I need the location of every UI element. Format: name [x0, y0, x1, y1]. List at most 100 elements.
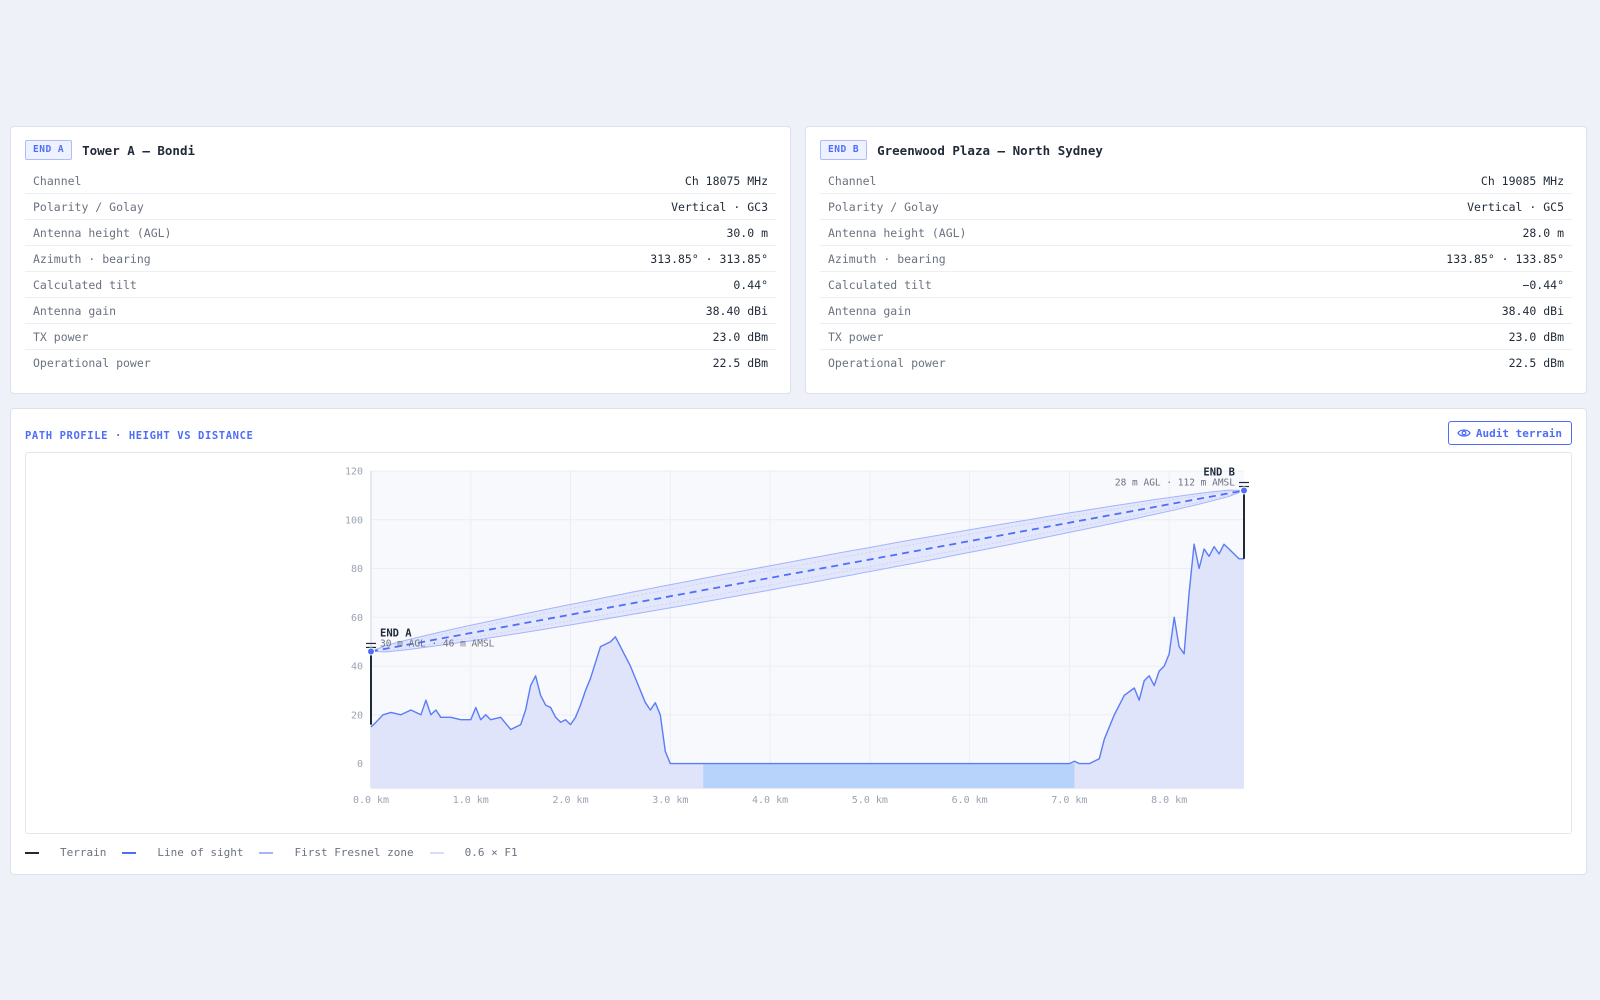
legend-label: Line of sight: [157, 846, 244, 859]
spec-row-tx-power: TX power 23.0 dBm: [820, 324, 1572, 350]
spec-label: Operational power: [33, 356, 151, 370]
end-a-card: END A Tower A — Bondi Channel Ch 18075 MH…: [10, 126, 791, 394]
spec-label: Antenna gain: [33, 303, 117, 318]
y-tick-label: 0: [357, 759, 363, 770]
end-a-point: [367, 647, 375, 656]
spec-label: Azimuth · bearing: [33, 251, 151, 266]
end-b-spec-table: Channel Ch 19085 MHz Polarity / Golay Vert…: [820, 168, 1572, 376]
x-tick-label: 3.0 km: [652, 795, 688, 806]
end-b-badge: END B: [820, 140, 868, 160]
spec-value: 133.85° · 133.85°: [1446, 251, 1564, 266]
path-profile-chart: 0 20 40 60 80 100 120 0.0 km 1.0 km 2.0 km 3.0 km 4…: [345, 467, 1249, 806]
x-tick-label: 1.0 km: [453, 795, 489, 806]
legend-line-of-sight: Line of sight: [122, 846, 243, 859]
spec-value: 38.40 dBi: [705, 303, 768, 318]
chart-legend: Terrain Line of sight First Fresnel zone…: [25, 846, 534, 859]
x-tick-label: 4.0 km: [752, 795, 788, 806]
end-b-card: END B Greenwood Plaza — North Sydney Cha…: [805, 126, 1587, 394]
end-a-sublabel: 30 m AGL · 46 m AMSL: [380, 638, 495, 649]
spec-row-antenna-height: Antenna height (AGL) 28.0 m: [820, 220, 1572, 246]
y-tick-label: 20: [351, 710, 363, 721]
end-b-sublabel: 28 m AGL · 112 m AMSL: [1115, 478, 1235, 489]
y-tick-label: 80: [351, 564, 363, 575]
spec-value: 30.0 m: [726, 225, 768, 240]
spec-label: Calculated tilt: [33, 277, 137, 292]
spec-value: 22.5 dBm: [1508, 356, 1564, 370]
end-a-spec-table: Channel Ch 18075 MHz Polarity / Golay Vert…: [25, 168, 776, 376]
legend-swatch: [122, 851, 137, 854]
water-body: [703, 763, 1075, 788]
end-a-header: END A Tower A — Bondi: [25, 140, 195, 160]
spec-row-operational-power: Operational power 22.5 dBm: [25, 350, 776, 376]
spec-row-tilt: Calculated tilt 0.44°: [25, 272, 776, 298]
spec-value: 22.5 dBm: [712, 356, 768, 370]
spec-row-polarity: Polarity / Golay Vertical · GC3: [25, 194, 776, 220]
spec-label: TX power: [828, 329, 884, 344]
legend-swatch: [25, 851, 39, 854]
spec-value: 38.40 dBi: [1501, 303, 1564, 318]
end-a-label: END A: [380, 627, 412, 639]
path-profile-card: PATH PROFILE · HEIGHT VS DISTANCE Audit …: [10, 408, 1587, 875]
legend-first-fresnel: First Fresnel zone: [259, 846, 414, 859]
x-tick-label: 2.0 km: [552, 795, 588, 806]
y-tick-label: 60: [351, 613, 363, 624]
legend-label: First Fresnel zone: [294, 846, 414, 859]
terrain-line: [370, 543, 1244, 765]
end-a-badge: END A: [25, 140, 73, 160]
y-tick-label: 40: [351, 662, 363, 673]
end-b-name: Greenwood Plaza — North Sydney: [877, 142, 1103, 158]
spec-label: Azimuth · bearing: [828, 251, 946, 266]
legend-label: 0.6 × F1: [464, 846, 518, 859]
end-b-label: END B: [1203, 467, 1235, 479]
x-tick-label: 5.0 km: [852, 795, 888, 806]
spec-row-antenna-height: Antenna height (AGL) 30.0 m: [25, 220, 776, 246]
spec-label: Channel: [33, 173, 82, 188]
spec-label: Calculated tilt: [828, 277, 932, 292]
path-profile-title: PATH PROFILE · HEIGHT VS DISTANCE: [25, 430, 254, 442]
spec-row-gain: Antenna gain 38.40 dBi: [25, 298, 776, 324]
legend-06-f1: 0.6 × F1: [429, 846, 518, 859]
spec-row-azimuth: Azimuth · bearing 133.85° · 133.85°: [820, 246, 1572, 272]
audit-terrain-button[interactable]: Audit terrain: [1447, 421, 1572, 445]
end-a-name: Tower A — Bondi: [82, 142, 195, 158]
spec-label: Polarity / Golay: [828, 199, 939, 214]
spec-row-channel: Channel Ch 18075 MHz: [25, 168, 776, 194]
terrain-area: [371, 544, 1244, 788]
eye-icon: [1457, 429, 1471, 437]
legend-terrain: Terrain: [25, 846, 106, 859]
spec-label: Operational power: [828, 356, 946, 370]
legend-swatch: [259, 851, 274, 854]
y-tick-label: 100: [345, 515, 363, 526]
spec-value: 28.0 m: [1522, 225, 1564, 240]
spec-label: TX power: [33, 329, 89, 344]
x-tick-label: 6.0 km: [952, 795, 988, 806]
end-b-header: END B Greenwood Plaza — North Sydney: [820, 140, 1103, 160]
spec-label: Polarity / Golay: [33, 199, 144, 214]
spec-row-tilt: Calculated tilt −0.44°: [820, 272, 1572, 298]
spec-row-tx-power: TX power 23.0 dBm: [25, 324, 776, 350]
spec-label: Channel: [828, 173, 877, 188]
spec-label: Antenna height (AGL): [33, 225, 172, 240]
x-tick-label: 7.0 km: [1051, 795, 1087, 806]
spec-value: −0.44°: [1522, 277, 1564, 292]
spec-value: 313.85° · 313.85°: [650, 251, 768, 266]
spec-row-operational-power: Operational power 22.5 dBm: [820, 350, 1572, 376]
spec-value: 0.44°: [733, 277, 768, 292]
audit-terrain-label: Audit terrain: [1475, 426, 1562, 440]
spec-value: Ch 19085 MHz: [1480, 173, 1564, 188]
legend-label: Terrain: [60, 846, 107, 859]
spec-row-azimuth: Azimuth · bearing 313.85° · 313.85°: [25, 246, 776, 272]
spec-value: Vertical · GC3: [671, 199, 768, 214]
chart-frame: 0 20 40 60 80 100 120 0.0 km 1.0 km 2.0 km 3.0 km 4…: [25, 452, 1572, 834]
y-tick-label: 120: [345, 467, 363, 478]
spec-label: Antenna height (AGL): [828, 225, 967, 240]
line-of-sight: [370, 489, 1245, 653]
spec-row-polarity: Polarity / Golay Vertical · GC5: [820, 194, 1572, 220]
spec-row-gain: Antenna gain 38.40 dBi: [820, 298, 1572, 324]
x-tick-label: 8.0 km: [1151, 795, 1187, 806]
legend-swatch: [429, 851, 444, 854]
spec-value: 23.0 dBm: [712, 329, 768, 344]
x-tick-label: 0.0 km: [353, 795, 389, 806]
spec-value: Ch 18075 MHz: [684, 173, 768, 188]
end-b-point: [1240, 486, 1248, 495]
